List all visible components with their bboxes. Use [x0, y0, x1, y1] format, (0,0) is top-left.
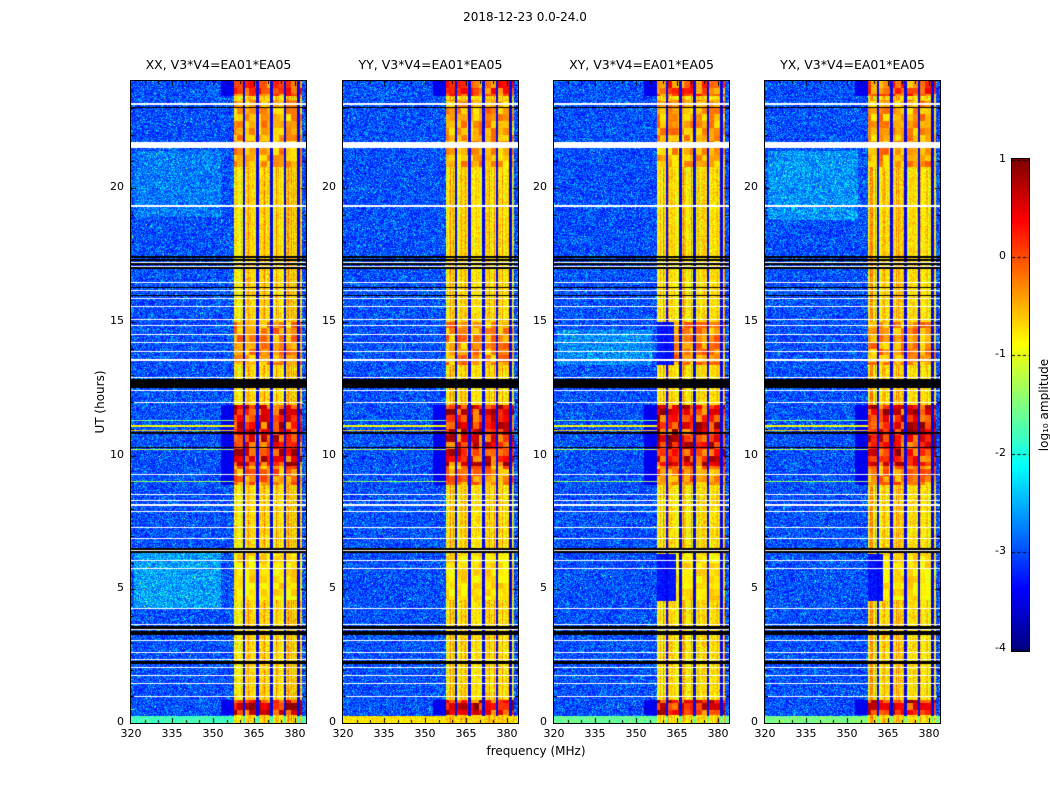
- x-tick-label: 350: [836, 727, 858, 740]
- panel-title: YY, V3*V4=EA01*EA05: [358, 57, 503, 72]
- y-tick-label: 15: [110, 314, 124, 327]
- y-tick-label: 0: [751, 715, 758, 728]
- colorbar-tick-label: -3: [995, 544, 1006, 557]
- y-tick-label: 0: [117, 715, 124, 728]
- x-tick-label: 365: [666, 727, 688, 740]
- x-tick-label: 350: [625, 727, 647, 740]
- spectrogram-canvas: [342, 80, 519, 724]
- y-tick-label: 20: [322, 180, 336, 193]
- x-tick-label: 365: [455, 727, 477, 740]
- x-tick-label: 320: [120, 727, 142, 740]
- x-tick-label: 335: [584, 727, 606, 740]
- colorbar-tick-label: -4: [995, 641, 1006, 654]
- y-tick-label: 15: [533, 314, 547, 327]
- colorbar-tick-label: -1: [995, 347, 1006, 360]
- x-tick-label: 380: [918, 727, 940, 740]
- y-tick-label: 10: [110, 448, 124, 461]
- x-tick-label: 335: [373, 727, 395, 740]
- panel-title: XY, V3*V4=EA01*EA05: [569, 57, 714, 72]
- x-tick-label: 365: [243, 727, 265, 740]
- y-tick-label: 5: [540, 581, 547, 594]
- y-tick-label: 10: [322, 448, 336, 461]
- y-tick-label: 15: [322, 314, 336, 327]
- y-tick-label: 15: [744, 314, 758, 327]
- spectrogram-canvas: [130, 80, 307, 724]
- x-axis-label: frequency (MHz): [486, 744, 586, 758]
- spectrogram-canvas: [553, 80, 730, 724]
- spectrogram-canvas: [764, 80, 941, 724]
- panel-title: XX, V3*V4=EA01*EA05: [145, 57, 292, 72]
- colorbar-tick-label: -2: [995, 446, 1006, 459]
- y-tick-label: 10: [533, 448, 547, 461]
- x-tick-label: 335: [795, 727, 817, 740]
- y-tick-label: 0: [329, 715, 336, 728]
- figure-title: 2018-12-23 0.0-24.0: [463, 10, 587, 24]
- x-tick-label: 335: [161, 727, 183, 740]
- panel-title: YX, V3*V4=EA01*EA05: [780, 57, 925, 72]
- y-tick-label: 5: [751, 581, 758, 594]
- x-tick-label: 320: [754, 727, 776, 740]
- y-tick-label: 20: [533, 180, 547, 193]
- x-tick-label: 350: [202, 727, 224, 740]
- x-tick-label: 320: [543, 727, 565, 740]
- y-tick-label: 5: [117, 581, 124, 594]
- y-axis-label: UT (hours): [93, 370, 107, 434]
- x-tick-label: 350: [414, 727, 436, 740]
- colorbar-label: log₁₀ amplitude: [1037, 358, 1050, 452]
- x-tick-label: 365: [877, 727, 899, 740]
- x-tick-label: 380: [284, 727, 306, 740]
- y-tick-label: 10: [744, 448, 758, 461]
- y-tick-label: 20: [744, 180, 758, 193]
- x-tick-label: 320: [332, 727, 354, 740]
- colorbar-gradient: [1011, 158, 1030, 652]
- y-tick-label: 0: [540, 715, 547, 728]
- y-tick-label: 20: [110, 180, 124, 193]
- x-tick-label: 380: [707, 727, 729, 740]
- colorbar-tick-label: 1: [999, 152, 1006, 165]
- x-tick-label: 380: [496, 727, 518, 740]
- colorbar-tick-label: 0: [999, 249, 1006, 262]
- y-tick-label: 5: [329, 581, 336, 594]
